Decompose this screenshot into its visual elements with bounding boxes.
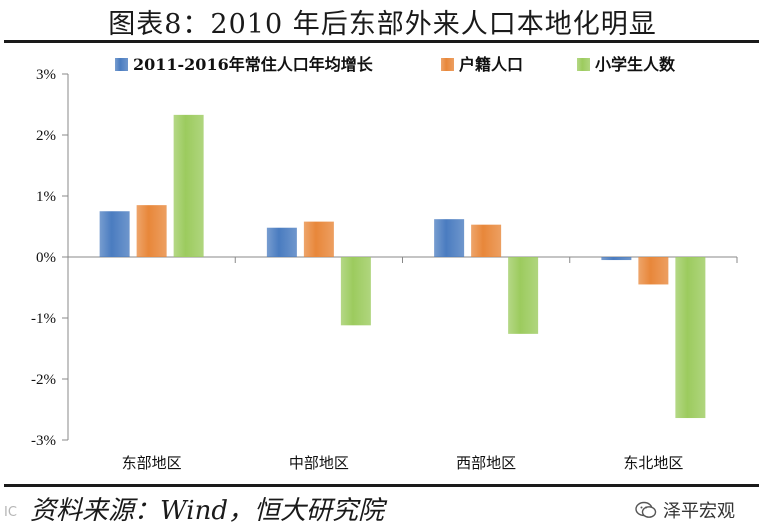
y-tick-label: 3% (36, 67, 56, 83)
y-tick-label: 1% (36, 189, 56, 205)
brand-name: 泽平宏观 (663, 501, 735, 522)
bar-chart: 3% 2% 1% 0% -1% -2% -3% 东部地区 中部地区 西部地区 东北地区 2011-20… (31, 55, 738, 472)
y-tick-label: 0% (36, 250, 56, 266)
category-label: 中部地区 (289, 454, 349, 472)
bar (340, 257, 371, 326)
wechat-icon (635, 501, 657, 518)
y-tick-label: -3% (31, 433, 56, 449)
legend-swatch (115, 58, 128, 71)
legend-swatch (441, 58, 454, 71)
legend-swatch (577, 58, 590, 71)
bar (303, 221, 334, 257)
legend-label: 小学生人数 (595, 55, 676, 74)
chart-title: 图表8：2010 年后东部外来人口本地化明显 (108, 9, 657, 40)
source-note: 资料来源：Wind，恒大研究院 (30, 496, 384, 526)
bar (99, 211, 130, 257)
top-rule (4, 40, 759, 43)
category-label: 西部地区 (456, 454, 516, 472)
brand-mark: 泽平宏观 (635, 497, 735, 523)
bar (508, 257, 539, 334)
y-tick-label: -1% (31, 311, 56, 327)
legend-label: 户籍人口 (459, 55, 523, 74)
bar (136, 205, 167, 257)
bottom-rule (4, 484, 759, 487)
category-label: 东北地区 (623, 454, 683, 472)
legend-label: 2011-2016年常住人口年均增长 (133, 55, 374, 74)
bar (675, 257, 706, 419)
bar (471, 224, 502, 257)
bar (638, 257, 669, 285)
bar (173, 114, 204, 258)
bar (601, 257, 632, 261)
corner-watermark: IC (4, 505, 17, 520)
y-tick-label: 2% (36, 128, 56, 144)
bar (266, 227, 297, 257)
bar (434, 219, 465, 257)
category-label: 东部地区 (122, 454, 182, 472)
y-tick-label: -2% (31, 372, 56, 388)
